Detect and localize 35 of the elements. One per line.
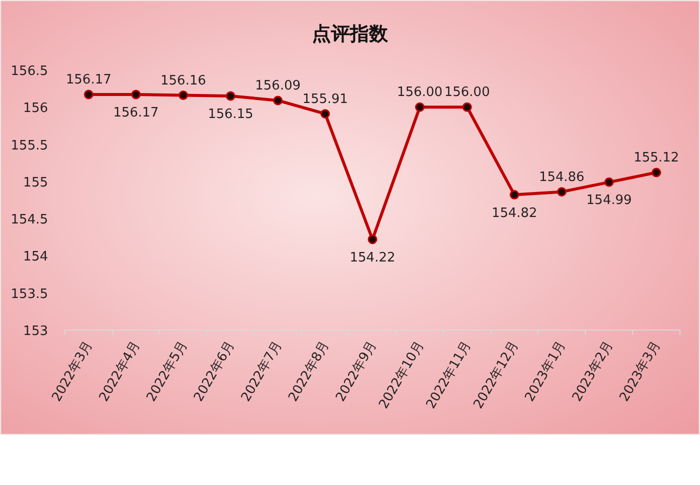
- point: [462, 102, 472, 112]
- data-label: 156.17: [113, 106, 159, 121]
- data-label: 154.82: [492, 206, 538, 221]
- data-label: 154.86: [538, 170, 584, 185]
- data-label: 156.15: [208, 107, 254, 122]
- data-label: 154.99: [586, 193, 632, 208]
- data-label: 154.22: [350, 250, 396, 266]
- y-tick-label: 154: [23, 250, 48, 265]
- data-label: 156.16: [160, 73, 206, 88]
- point: [652, 168, 662, 178]
- data-label: 156.09: [255, 78, 301, 94]
- point: [178, 90, 188, 100]
- point: [556, 187, 566, 197]
- y-tick-label: 155.5: [10, 138, 48, 154]
- point: [415, 102, 425, 112]
- point: [84, 90, 94, 100]
- data-label: 156.00: [444, 85, 490, 100]
- data-label: 155.12: [634, 150, 680, 166]
- chart-title: 点评指数: [312, 23, 389, 45]
- data-label: 156.17: [66, 72, 112, 88]
- point: [273, 96, 283, 106]
- data-label: 156.00: [397, 85, 443, 100]
- point: [368, 234, 378, 244]
- point: [131, 90, 141, 100]
- y-tick-label: 155: [23, 175, 48, 190]
- y-tick-label: 154.5: [10, 212, 48, 228]
- data-label: 155.91: [302, 92, 348, 107]
- point: [226, 91, 236, 101]
- y-tick-label: 156.5: [10, 64, 48, 79]
- y-tick-label: 153.5: [10, 286, 48, 302]
- y-tick-label: 153: [23, 324, 48, 339]
- point: [604, 177, 614, 187]
- point: [510, 190, 520, 200]
- y-tick-label: 156: [23, 101, 48, 116]
- point: [320, 109, 330, 119]
